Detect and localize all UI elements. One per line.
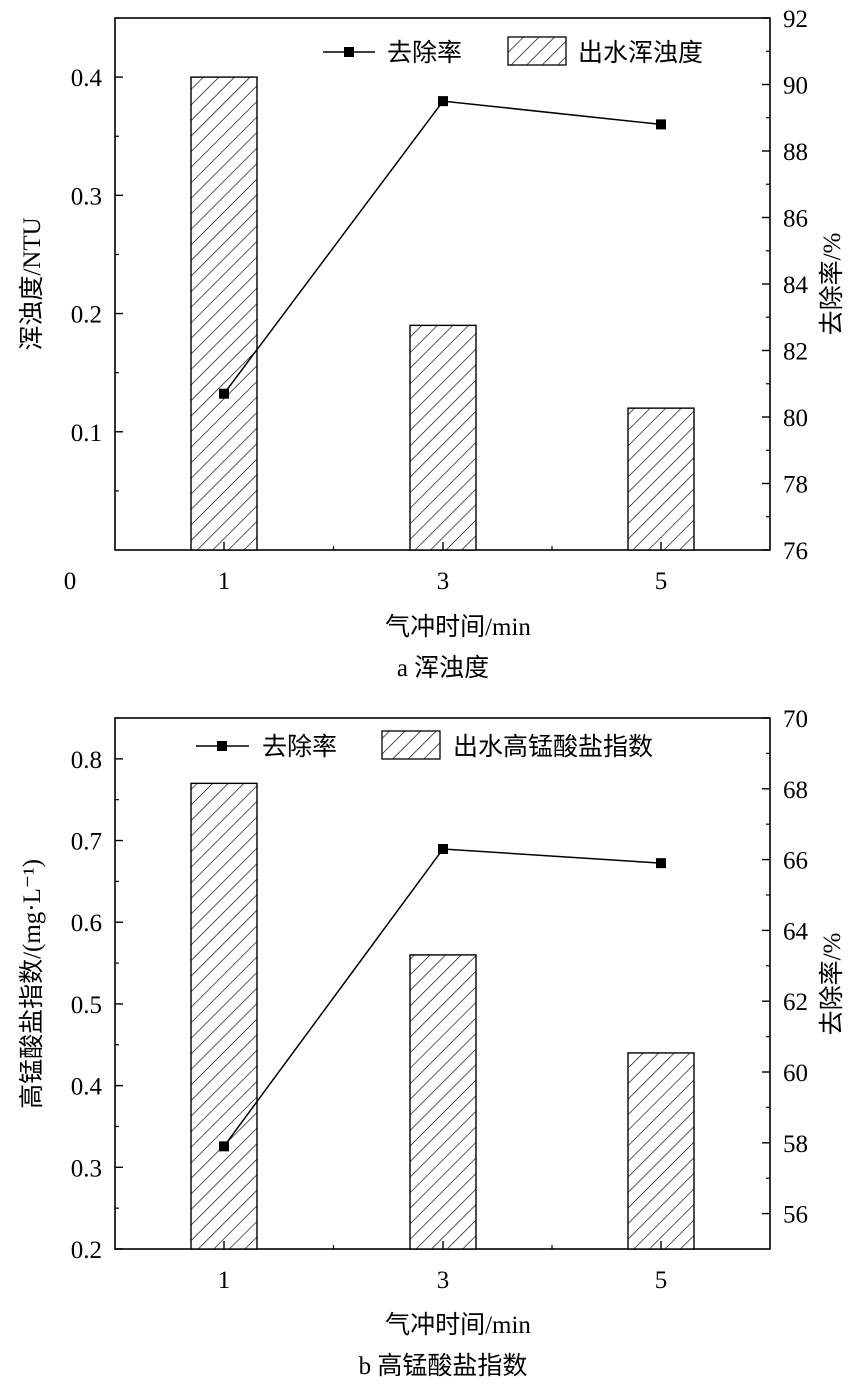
bar-b-5 — [627, 1052, 695, 1250]
bar-b-1 — [190, 782, 258, 1250]
y-axis-label-right-b: 去除率/% — [818, 933, 846, 1036]
legend-line-marker-b — [217, 741, 227, 751]
ticks-a: 0.1 0.2 0.3 0.4 76 78 80 82 84 86 88 90 92 1 3 5 — [71, 6, 809, 595]
left-tick-label-a: 0.3 — [71, 183, 102, 210]
right-tick-label-b: 62 — [783, 989, 808, 1016]
right-tick-label-b: 68 — [783, 777, 808, 804]
removal-point-a-1 — [219, 388, 229, 399]
caption-b: b 高锰酸盐指数 — [359, 1352, 528, 1380]
legend-bar-label-b: 出水高锰酸盐指数 — [453, 733, 653, 761]
removal-point-a-3 — [438, 96, 448, 107]
removal-line-b — [219, 843, 666, 1152]
chart-b: 0.2 0.3 0.4 0.5 0.6 0.7 0.8 56 58 60 62 64 66 68 70 1 3 5… — [18, 706, 846, 1380]
right-tick-label-a: 92 — [783, 6, 808, 33]
y-axis-label-right-a: 去除率/% — [818, 233, 846, 336]
x-axis-label-b: 气冲时间/min — [385, 1311, 531, 1339]
x-tick-label-b-1: 1 — [218, 1267, 231, 1294]
bar-b-3 — [409, 954, 477, 1250]
legend-a: 去除率 出水浑浊度 — [323, 36, 703, 67]
bars-a — [190, 76, 695, 551]
legend-bar-label-a: 出水浑浊度 — [578, 39, 703, 67]
legend-line-marker-a — [344, 47, 354, 57]
x-tick-label-b-3: 3 — [437, 1267, 450, 1294]
right-tick-label-a: 90 — [783, 73, 808, 100]
left-tick-label-b: 0.8 — [71, 747, 102, 774]
left-tick-label-b: 0.6 — [71, 910, 102, 937]
bar-a-3 — [409, 324, 477, 551]
right-tick-label-a: 82 — [783, 339, 808, 366]
right-tick-label-b: 56 — [783, 1202, 808, 1229]
right-tick-label-b: 60 — [783, 1060, 808, 1087]
bar-a-5 — [627, 407, 695, 551]
x-tick-label-b-5: 5 — [655, 1267, 668, 1294]
x-tick-label-a-1: 1 — [218, 568, 231, 595]
removal-point-a-5 — [656, 119, 666, 130]
caption-a: a 浑浊度 — [397, 654, 489, 682]
x-tick-label-a-5: 5 — [655, 568, 668, 595]
left-tick-label-a: 0.4 — [71, 65, 103, 92]
right-tick-label-a: 88 — [783, 139, 808, 166]
legend-line-label-b: 去除率 — [262, 733, 337, 761]
left-tick-label-a: 0.2 — [71, 302, 102, 329]
removal-point-b-1 — [219, 1141, 229, 1152]
removal-point-b-3 — [438, 843, 448, 854]
legend-b: 去除率 出水高锰酸盐指数 — [196, 730, 653, 761]
left-tick-label-b: 0.7 — [71, 829, 102, 856]
ticks-b: 0.2 0.3 0.4 0.5 0.6 0.7 0.8 56 58 60 62 64 66 68 70 1 3 5 — [71, 706, 809, 1294]
bars-b — [190, 782, 695, 1250]
left-tick-label-b: 0.2 — [71, 1237, 102, 1264]
right-tick-label-a: 86 — [783, 206, 808, 233]
y-axis-label-left-b: 高锰酸盐指数/(mg·L⁻¹) — [18, 859, 46, 1109]
legend-bar-swatch-b — [381, 730, 441, 760]
x-axis-label-a: 气冲时间/min — [385, 613, 531, 641]
right-tick-label-b: 64 — [783, 918, 809, 945]
left-tick-label-b: 0.4 — [71, 1074, 103, 1101]
bar-a-1 — [190, 76, 258, 551]
right-tick-label-a: 84 — [783, 272, 809, 299]
right-tick-label-b: 66 — [783, 848, 808, 875]
chart-a: 0.1 0.2 0.3 0.4 76 78 80 82 84 86 88 90 92 1 3 5 0 气冲时间… — [18, 6, 846, 682]
right-tick-label-a: 76 — [783, 538, 808, 565]
right-tick-label-a: 78 — [783, 472, 808, 499]
right-tick-label-b: 70 — [783, 706, 808, 733]
removal-point-b-5 — [656, 858, 666, 869]
left-tick-label-a: 0.1 — [71, 420, 102, 447]
left-tick-label-b: 0.5 — [71, 992, 102, 1019]
right-tick-label-b: 58 — [783, 1131, 808, 1158]
x-tick-label-a-3: 3 — [437, 568, 450, 595]
legend-bar-swatch-a — [507, 36, 567, 66]
origin-label-a: 0 — [64, 568, 77, 595]
right-tick-label-a: 80 — [783, 405, 808, 432]
removal-line-a — [219, 96, 666, 399]
left-tick-label-b: 0.3 — [71, 1155, 102, 1182]
y-axis-label-left-a: 浑浊度/NTU — [18, 217, 46, 350]
legend-line-label-a: 去除率 — [387, 39, 462, 67]
